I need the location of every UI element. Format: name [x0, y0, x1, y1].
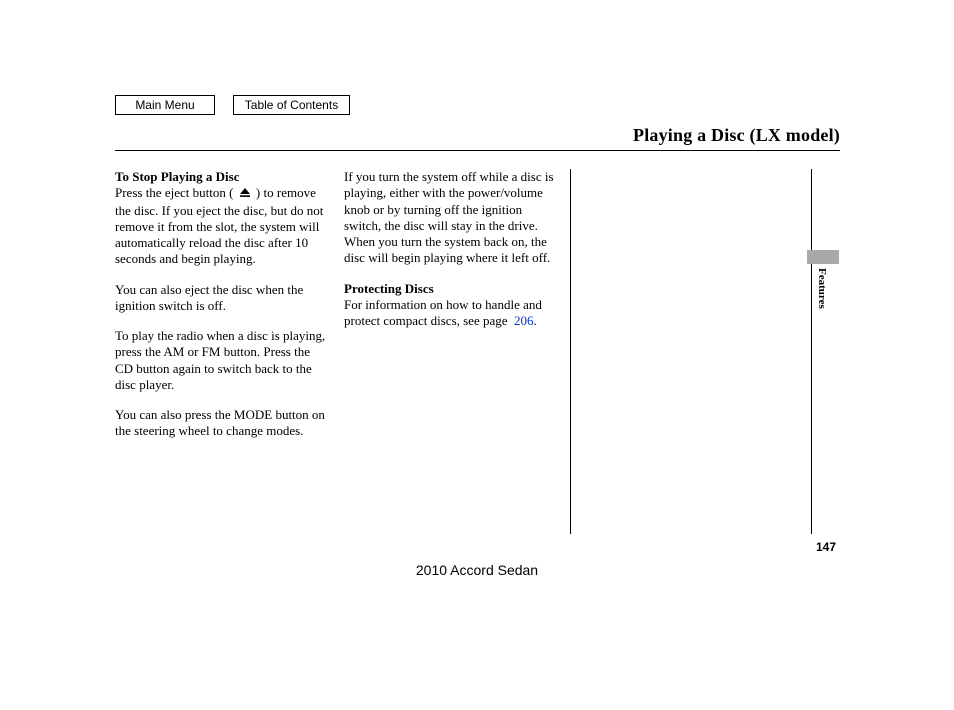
eject-icon: [237, 186, 253, 202]
body-text: .: [534, 313, 537, 328]
column-3: [585, 169, 812, 534]
main-menu-button[interactable]: Main Menu: [115, 95, 215, 115]
table-of-contents-button[interactable]: Table of Contents: [233, 95, 350, 115]
page-reference-link[interactable]: 206: [514, 313, 534, 328]
page-number: 147: [816, 540, 836, 554]
section-stop-playing: To Stop Playing a Disc Press the eject b…: [115, 169, 330, 268]
footer-model-name: 2010 Accord Sedan: [0, 562, 954, 578]
body-text: You can also eject the disc when the ign…: [115, 282, 330, 315]
body-text: You can also press the MODE button on th…: [115, 407, 330, 440]
body-text: If you turn the system off while a disc …: [344, 169, 556, 267]
manual-page: Main Menu Table of Contents Playing a Di…: [115, 95, 840, 534]
section-protecting-discs: Protecting Discs For information on how …: [344, 281, 556, 330]
title-row: Playing a Disc (LX model): [115, 125, 840, 151]
column-2: If you turn the system off while a disc …: [344, 169, 571, 534]
nav-bar: Main Menu Table of Contents: [115, 95, 840, 115]
body-text: To play the radio when a disc is playing…: [115, 328, 330, 393]
heading-stop-playing: To Stop Playing a Disc: [115, 169, 240, 184]
section-tab-marker: [807, 250, 839, 264]
page-title: Playing a Disc (LX model): [633, 125, 840, 145]
column-1: To Stop Playing a Disc Press the eject b…: [115, 169, 344, 534]
content-columns: To Stop Playing a Disc Press the eject b…: [115, 169, 840, 534]
body-text: Press the eject button (: [115, 185, 233, 200]
heading-protecting-discs: Protecting Discs: [344, 281, 434, 296]
section-tab-label: Features: [816, 268, 828, 309]
